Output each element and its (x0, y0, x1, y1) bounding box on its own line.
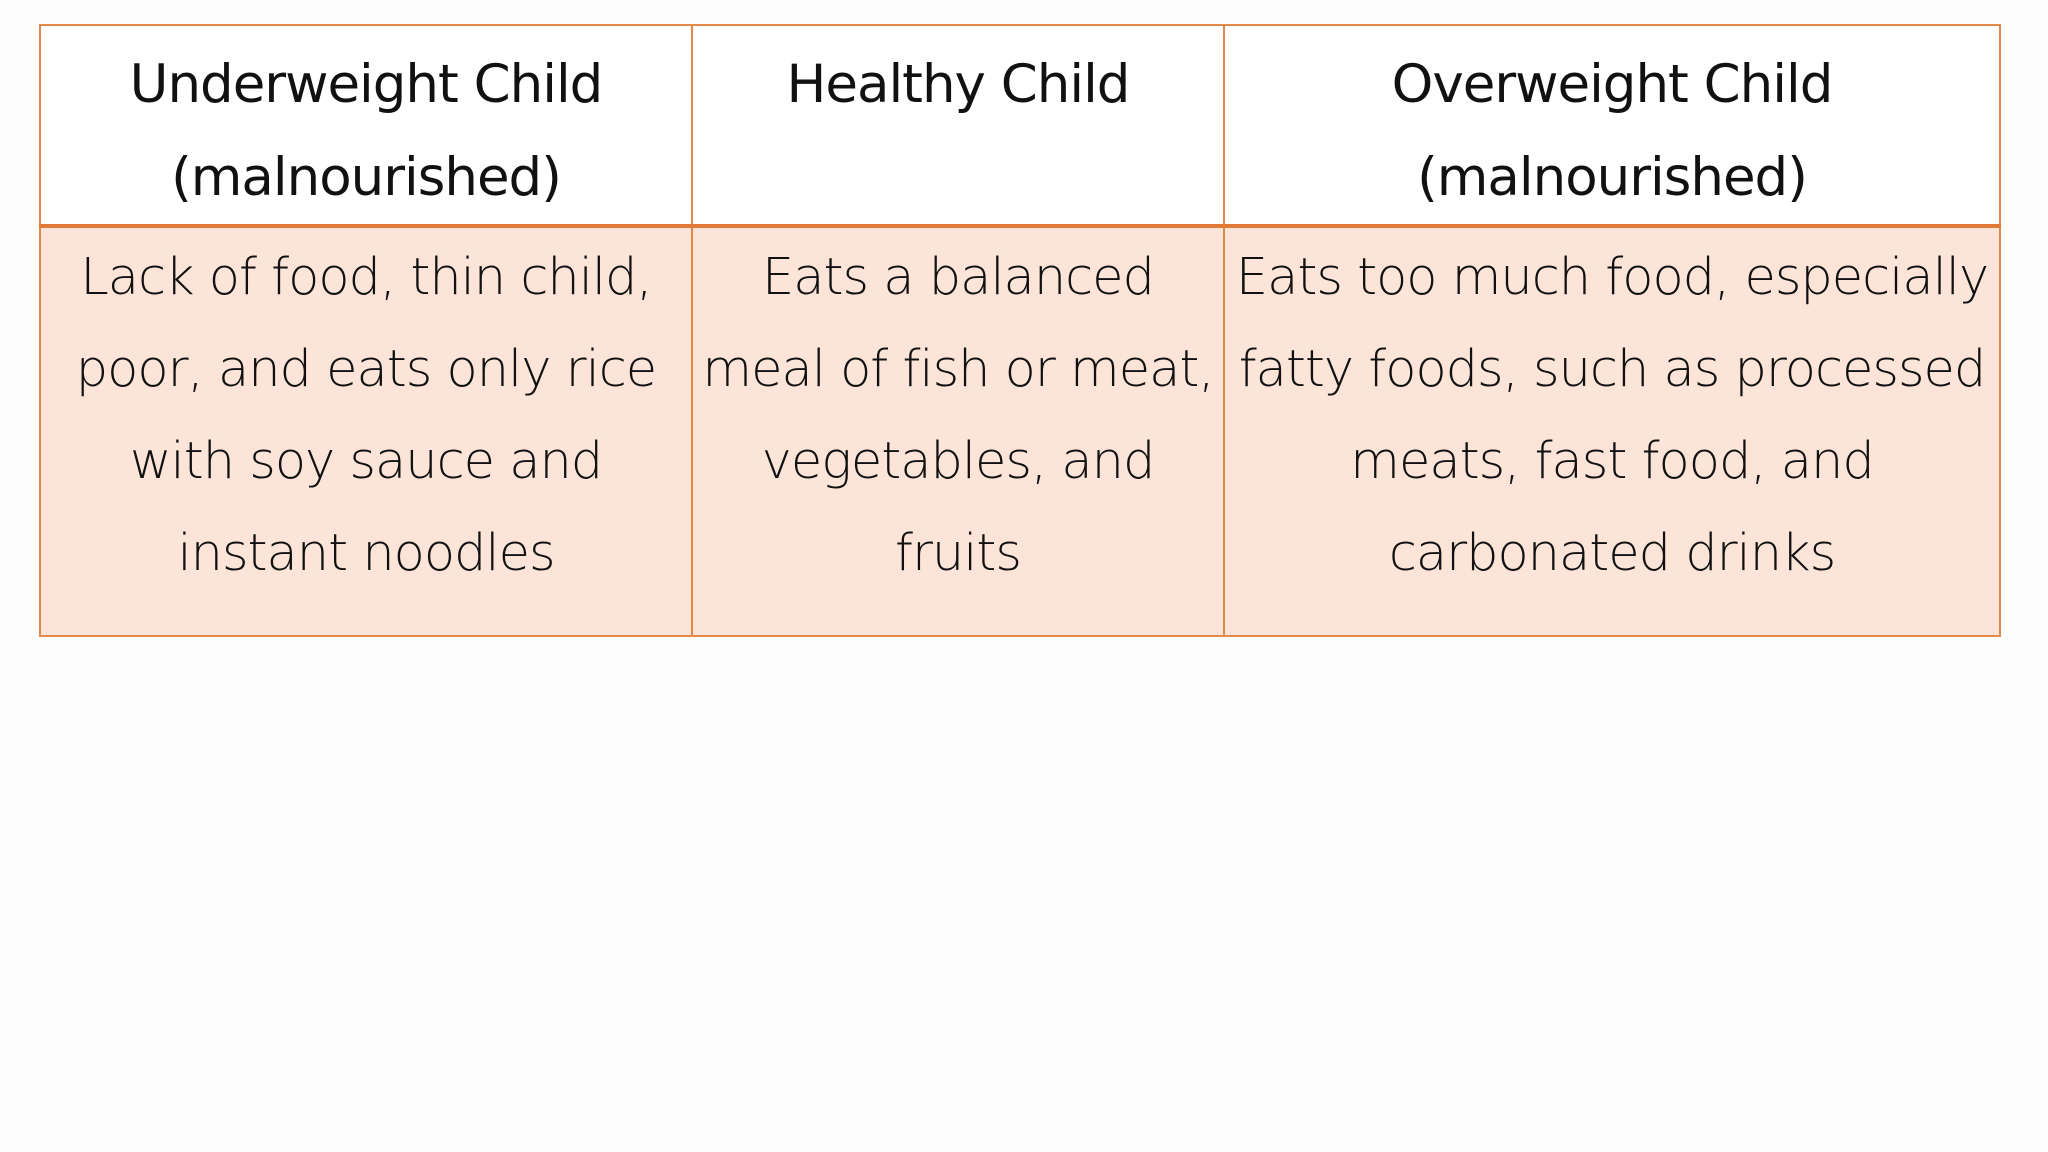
cell-overweight-description: Eats too much food, especially fatty foo… (1223, 225, 2001, 637)
cell-underweight-description: Lack of food, thin child, poor, and eats… (39, 225, 693, 637)
cell-healthy-description: Eats a balanced meal of fish or meat, ve… (691, 225, 1225, 637)
table-header: Underweight Child (malnourished) Healthy… (39, 24, 2001, 228)
table-body: Lack of food, thin child, poor, and eats… (39, 225, 2001, 637)
header-underweight-child: Underweight Child (malnourished) (39, 24, 693, 228)
comparison-table: Underweight Child (malnourished) Healthy… (39, 24, 2001, 637)
header-row: Underweight Child (malnourished) Healthy… (39, 24, 2001, 228)
header-overweight-child: Overweight Child (malnourished) (1223, 24, 2001, 228)
table-row: Lack of food, thin child, poor, and eats… (39, 225, 2001, 637)
header-healthy-child: Healthy Child (691, 24, 1225, 228)
